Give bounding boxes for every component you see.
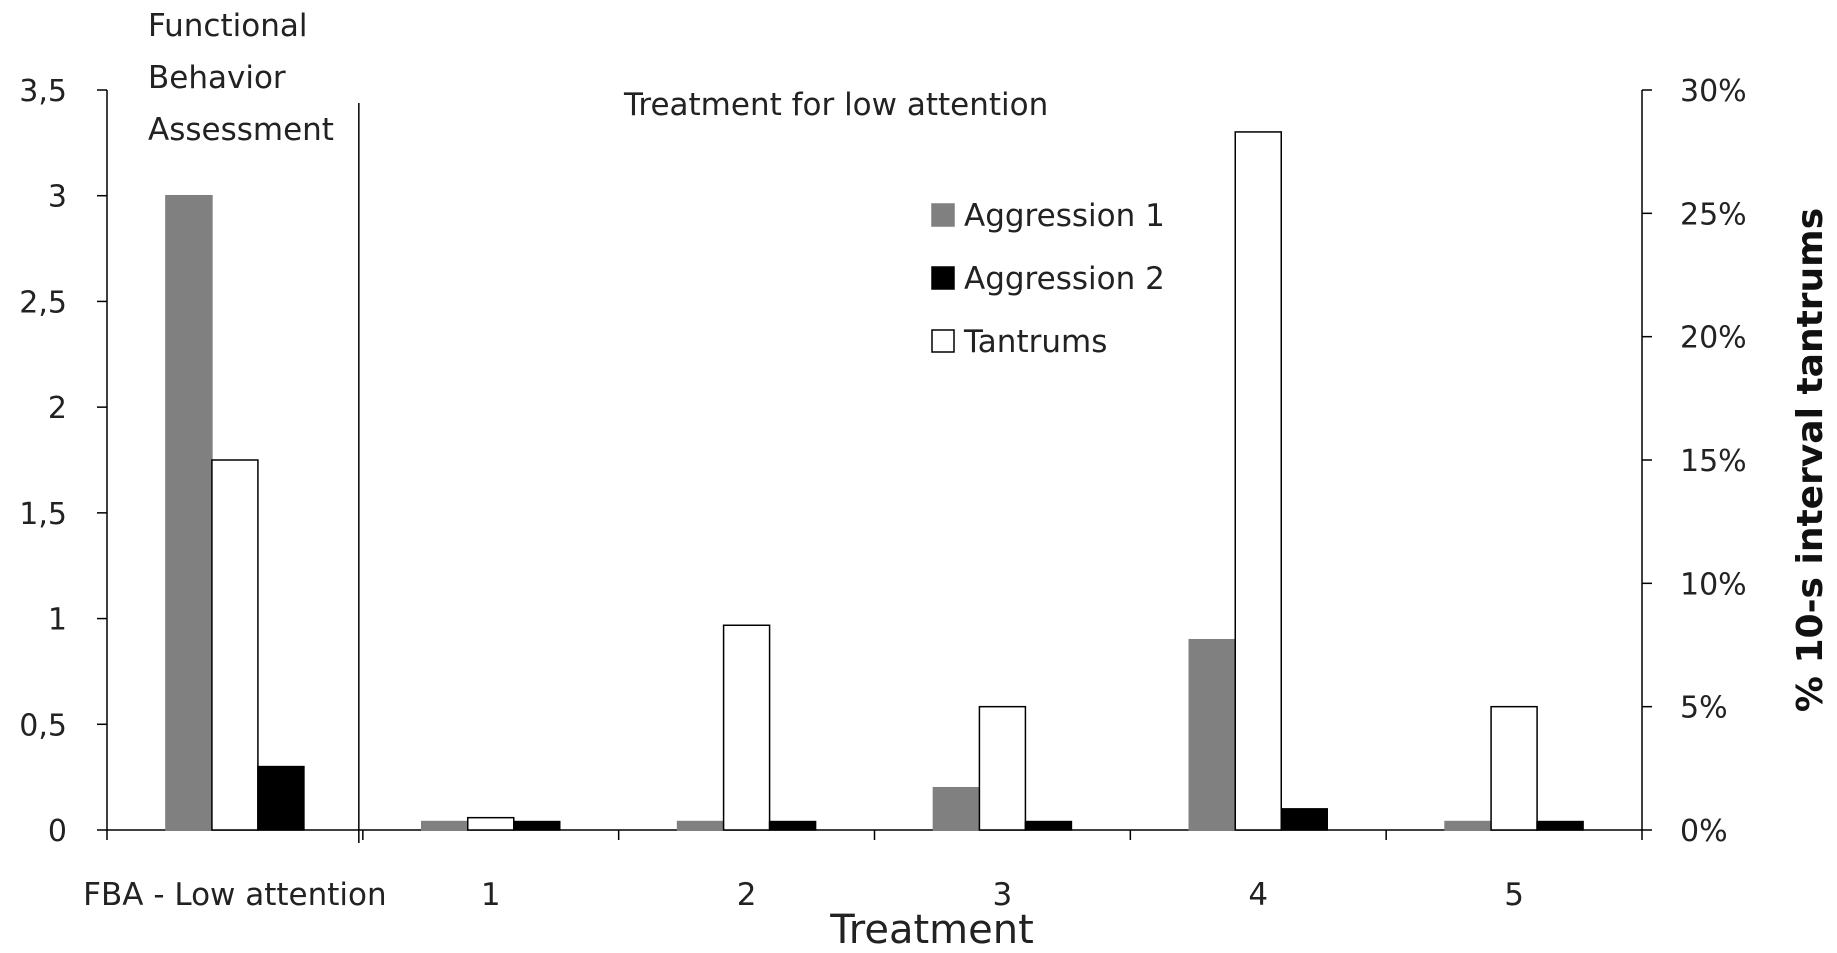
bar-aggression-2 <box>1280 808 1328 831</box>
bar-aggression-1 <box>1188 638 1236 831</box>
y-tick-label-right: 10% <box>1680 567 1747 602</box>
legend-swatch-aggression-1 <box>931 203 955 227</box>
bar-aggression-1 <box>676 820 725 831</box>
bars-layer <box>165 131 1584 831</box>
x-tick-label: 4 <box>1248 877 1268 913</box>
y-tick-label-left: 0,5 <box>19 708 67 743</box>
x-tick-label: 2 <box>737 877 757 913</box>
y-tick-label-right: 5% <box>1680 691 1728 726</box>
bar-aggression-1 <box>932 786 981 831</box>
bar-aggression-2 <box>257 765 305 831</box>
y-tick-label-right: 25% <box>1680 197 1747 232</box>
y-tick-label-right: 30% <box>1680 74 1747 109</box>
phase-label-fba: Behavior <box>148 60 286 96</box>
legend-swatch-aggression-2 <box>931 266 955 290</box>
y-tick-label-right: 15% <box>1680 444 1747 479</box>
bar-tantrums <box>1234 131 1282 831</box>
bar-tantrums <box>211 459 259 831</box>
y2-axis-title: % 10-s interval tantrums <box>1790 208 1831 712</box>
axes-layer <box>97 89 1652 843</box>
y-tick-label-left: 3 <box>48 180 67 215</box>
legend: Aggression 1 Aggression 2 Tantrums <box>931 198 1165 360</box>
bar-aggression-1 <box>1444 820 1492 831</box>
x-tick-label: FBA - Low attention <box>83 877 387 913</box>
phase-label-fba: Functional <box>148 8 307 44</box>
legend-label-aggression-2: Aggression 2 <box>964 261 1165 297</box>
y-tick-label-left: 1,5 <box>19 497 67 532</box>
phase-label-treatment: Treatment for low attention <box>623 87 1048 123</box>
bar-tantrums <box>722 624 771 831</box>
text-layer: 0 0,5 1 1,5 2 2,5 3 3,5 0% 5% 10% 15% 20% 25% 30% FBA -… <box>19 8 1831 953</box>
y-tick-label-right: 20% <box>1680 321 1747 356</box>
phase-label-fba: Assessment <box>148 112 334 148</box>
x-tick-label: 5 <box>1504 877 1524 913</box>
bar-tantrums <box>467 816 515 831</box>
legend-label-tantrums: Tantrums <box>963 324 1107 360</box>
legend-swatch-tantrums <box>931 329 955 353</box>
bar-tantrums <box>978 705 1027 831</box>
bar-aggression-2 <box>513 820 561 831</box>
bar-aggression-2 <box>1024 820 1073 831</box>
bar-tantrums <box>1490 705 1538 831</box>
y-tick-label-left: 3,5 <box>19 74 67 109</box>
bar-aggression-1 <box>421 820 469 831</box>
y-tick-label-right: 0% <box>1680 814 1728 849</box>
x-axis-title: Treatment <box>829 907 1034 953</box>
x-tick-label: 1 <box>481 877 501 913</box>
y-tick-label-left: 0 <box>48 814 67 849</box>
bar-aggression-2 <box>768 820 817 831</box>
legend-label-aggression-1: Aggression 1 <box>964 198 1165 234</box>
y-tick-label-left: 2,5 <box>19 285 67 320</box>
bar-aggression-1 <box>165 194 213 831</box>
x-tick-label: 3 <box>993 877 1013 913</box>
y-tick-label-left: 1 <box>48 603 67 638</box>
bar-aggression-2 <box>1536 820 1584 831</box>
y-tick-label-left: 2 <box>48 391 67 426</box>
